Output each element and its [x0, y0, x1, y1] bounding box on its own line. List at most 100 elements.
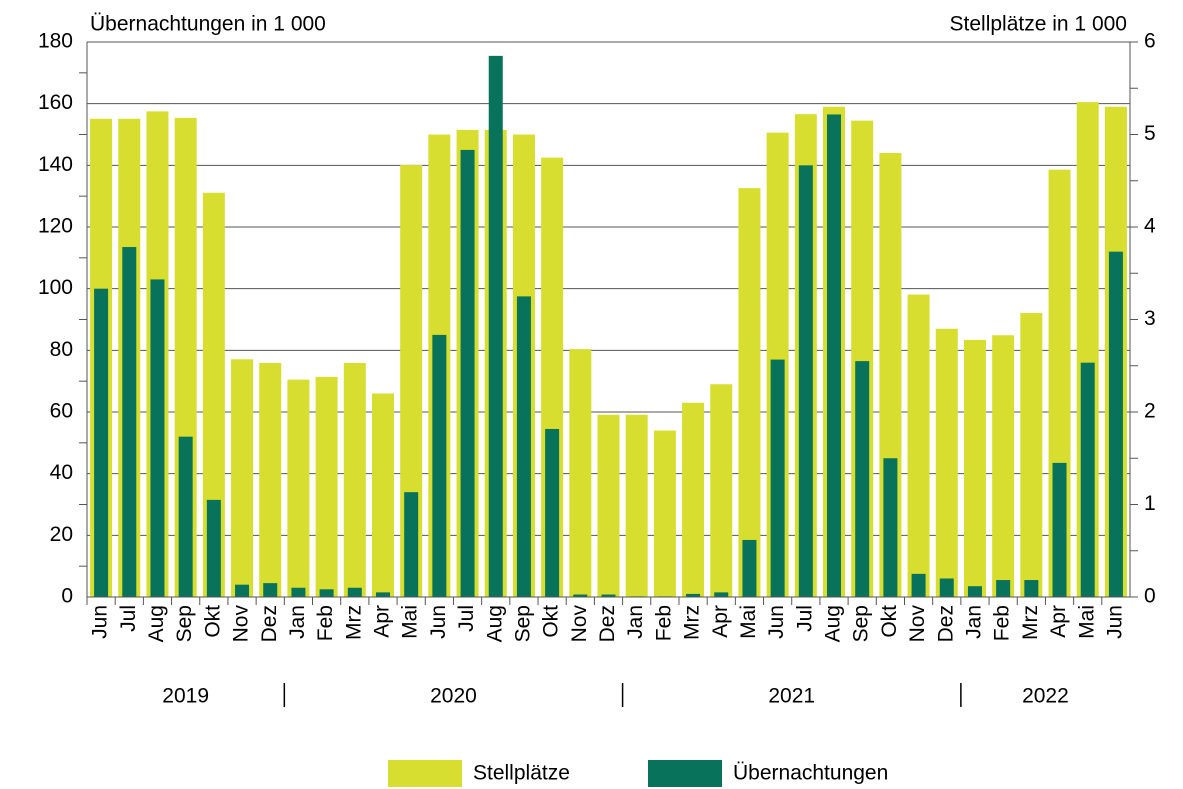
bar — [1080, 362, 1095, 597]
bar — [573, 594, 588, 597]
bar — [625, 414, 648, 597]
bar — [710, 384, 733, 597]
bar — [263, 583, 278, 597]
x-tick-label: Feb — [314, 605, 337, 641]
bar — [569, 349, 592, 597]
bar — [1020, 313, 1043, 597]
y-axis-title: Übernachtungen in 1 000 — [90, 13, 326, 36]
x-tick-label: Apr — [709, 605, 732, 638]
x-tick-label: Jun — [427, 605, 450, 639]
bar — [545, 428, 560, 597]
y2-tick-label: 2 — [1144, 400, 1156, 423]
y2-tick-label: 6 — [1144, 30, 1156, 53]
bar — [827, 114, 842, 597]
bar — [178, 436, 193, 597]
bar — [343, 362, 366, 597]
bar — [714, 592, 729, 597]
x-tick-label: Jan — [963, 605, 986, 639]
legend-label: Übernachtungen — [733, 762, 888, 785]
x-tick-label: Nov — [568, 605, 591, 643]
bar — [94, 288, 109, 597]
bar — [1052, 462, 1067, 597]
year-label: 2022 — [1022, 685, 1069, 708]
bar — [963, 339, 986, 597]
bar — [597, 414, 620, 597]
bar — [686, 593, 701, 597]
bar — [798, 165, 813, 598]
bar — [231, 359, 254, 597]
y-tick-label: 140 — [38, 153, 73, 176]
x-tick-label: Aug — [483, 605, 506, 642]
x-tick-label: Okt — [201, 605, 224, 638]
bar — [375, 592, 390, 597]
y2-tick-label: 0 — [1144, 585, 1156, 608]
bar — [1108, 251, 1123, 597]
x-tick-label: Apr — [1047, 605, 1070, 638]
y-tick-label: 180 — [38, 30, 73, 53]
year-label: 2021 — [768, 685, 815, 708]
bar — [404, 492, 419, 597]
bar — [911, 573, 926, 597]
bar — [1024, 580, 1039, 597]
x-tick-label: Dez — [934, 605, 957, 642]
bar — [992, 335, 1015, 597]
y-tick-label: 40 — [50, 461, 73, 484]
bar — [907, 294, 930, 597]
bar — [259, 362, 282, 597]
x-tick-label: Dez — [596, 605, 619, 642]
x-tick-label: Jun — [765, 605, 788, 639]
x-tick-label: Feb — [991, 605, 1014, 641]
bar — [235, 584, 250, 597]
x-tick-label: Jan — [624, 605, 647, 639]
x-tick-label: Jun — [89, 605, 112, 639]
bar — [432, 334, 447, 597]
x-tick-label: Mai — [737, 605, 760, 639]
bar — [291, 587, 306, 597]
x-tick-label: Aug — [145, 605, 168, 642]
x-tick-label: Aug — [822, 605, 845, 642]
bar — [319, 589, 334, 597]
y2-tick-label: 3 — [1144, 307, 1156, 330]
x-tick-label: Mrz — [1019, 605, 1042, 640]
x-tick-label: Sep — [850, 605, 873, 642]
x-tick-label: Feb — [652, 605, 675, 641]
bar — [122, 247, 137, 597]
bar — [935, 328, 958, 597]
bar — [150, 279, 165, 597]
year-label: 2020 — [430, 685, 477, 708]
x-tick-label: Jun — [1103, 605, 1126, 639]
x-tick-label: Apr — [371, 605, 394, 638]
x-tick-label: Mrz — [342, 605, 365, 640]
x-tick-label: Dez — [258, 605, 281, 642]
x-tick-label: Jul — [793, 605, 816, 632]
y2-tick-label: 1 — [1144, 492, 1156, 515]
bar — [488, 55, 503, 597]
bar — [601, 594, 616, 597]
bar — [855, 361, 870, 597]
year-label: 2019 — [162, 685, 209, 708]
bar — [315, 376, 338, 597]
x-tick-label: Nov — [230, 605, 253, 643]
x-tick-label: Jul — [455, 605, 478, 632]
x-tick-label: Sep — [173, 605, 196, 642]
x-tick-label: Mai — [1075, 605, 1098, 639]
bar — [682, 402, 705, 597]
legend-label: Stellplätze — [473, 762, 570, 785]
y-tick-label: 120 — [38, 215, 73, 238]
bar — [770, 359, 785, 597]
bar — [516, 296, 531, 597]
bar — [967, 586, 982, 597]
bar — [738, 188, 761, 597]
x-tick-label: Mrz — [681, 605, 704, 640]
y2-axis-title: Stellplätze in 1 000 — [950, 13, 1127, 36]
y-tick-label: 60 — [50, 400, 73, 423]
y-tick-label: 100 — [38, 276, 73, 299]
bar — [460, 149, 475, 597]
x-tick-label: Jan — [286, 605, 309, 639]
bar — [287, 379, 310, 597]
bar — [653, 430, 676, 597]
bar — [400, 165, 423, 597]
legend-swatch — [388, 760, 462, 787]
y2-tick-label: 4 — [1144, 215, 1156, 238]
x-tick-label: Sep — [511, 605, 534, 642]
